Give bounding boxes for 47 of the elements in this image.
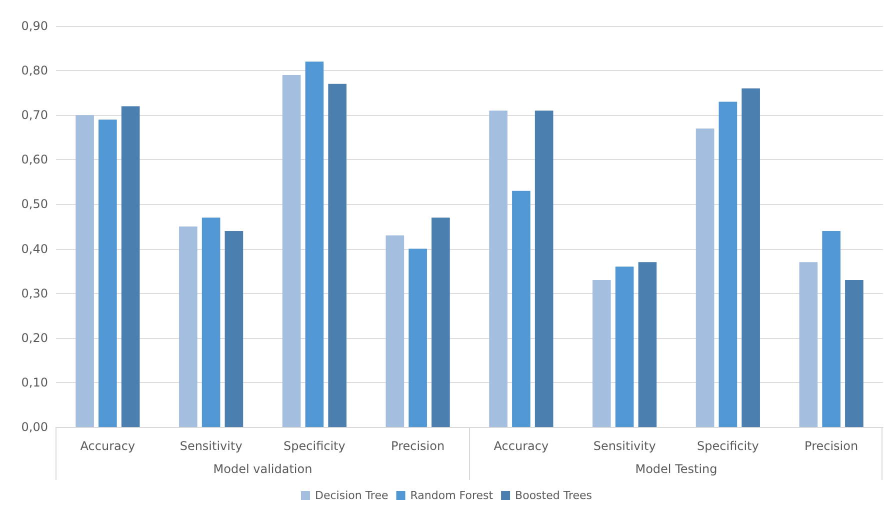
y-tick-label: 0,60 — [21, 152, 48, 167]
bar — [742, 88, 760, 427]
bar — [224, 230, 244, 427]
y-tick-label: 0,90 — [21, 19, 48, 33]
legend-label: Boosted Trees — [515, 489, 592, 502]
x-tick-label: Sensitivity — [593, 439, 656, 453]
y-tick-label: 0,40 — [21, 242, 48, 256]
y-tick-label: 0,30 — [21, 286, 48, 300]
legend-label: Random Forest — [410, 489, 494, 502]
y-tick-label: 0,10 — [21, 375, 48, 390]
x-tick-label: Accuracy — [80, 439, 136, 453]
y-tick-label: 0,20 — [21, 330, 48, 345]
bar — [718, 102, 738, 427]
bar — [489, 110, 508, 427]
bar — [799, 262, 818, 427]
legend-label: Decision Tree — [315, 489, 388, 502]
bar — [534, 110, 554, 427]
bar — [386, 235, 404, 427]
text: Model validation — [213, 462, 312, 476]
x-tick-label: Specificity — [284, 439, 346, 453]
x-tick-label: Specificity — [697, 439, 759, 453]
bar — [592, 280, 611, 427]
bar — [432, 218, 450, 427]
bar — [615, 266, 634, 427]
bar — [179, 226, 198, 427]
bar — [408, 248, 427, 427]
bar — [98, 120, 117, 427]
bar — [121, 106, 140, 427]
bar — [822, 230, 840, 427]
bar — [202, 218, 220, 427]
x-tick-label: Sensitivity — [180, 439, 242, 453]
bar — [305, 62, 324, 427]
bar — [282, 75, 301, 427]
x-tick-label: Precision — [391, 439, 445, 453]
bar — [76, 115, 94, 427]
y-tick-label: 0,00 — [21, 420, 48, 434]
x-tick-label: Precision — [804, 439, 858, 453]
bar — [696, 128, 714, 427]
text: Model Testing — [635, 462, 718, 476]
y-tick-label: 0,80 — [21, 64, 48, 78]
bar — [328, 84, 346, 427]
bar — [638, 262, 657, 427]
bar — [845, 280, 864, 427]
bar — [512, 190, 530, 427]
y-tick-label: 0,50 — [21, 197, 48, 212]
x-tick-label: Accuracy — [494, 439, 549, 453]
y-tick-label: 0,70 — [21, 108, 48, 122]
